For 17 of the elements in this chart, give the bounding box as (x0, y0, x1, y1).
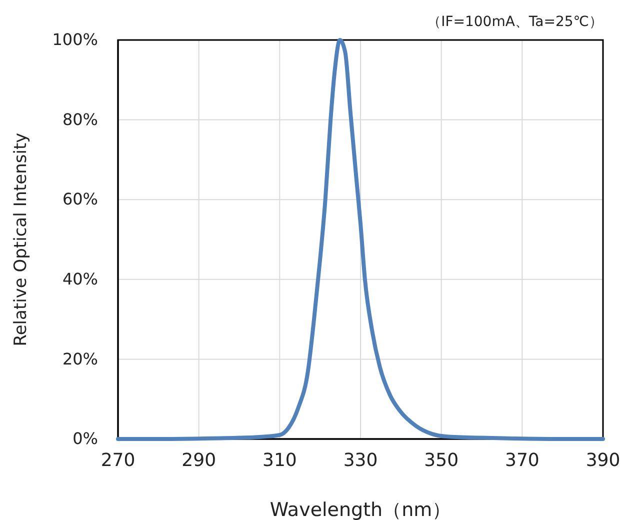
y-tick-label: 80% (62, 110, 98, 129)
x-tick-label: 390 (586, 450, 620, 471)
x-tick-label: 330 (343, 450, 378, 471)
line-series (116, 38, 605, 441)
x-tick-label: 370 (504, 450, 540, 471)
text: （IF=100mA、Ta=25℃） (427, 14, 603, 30)
x-tick-label: 290 (182, 450, 216, 471)
x-tick-label: 350 (424, 450, 459, 471)
x-axis-title: Wavelength（nm） (270, 499, 452, 520)
y-tick-label: 60% (62, 190, 98, 209)
y-tick-label: 40% (62, 270, 98, 289)
x-tick-label: 270 (100, 450, 136, 471)
y-tick-label: 100% (52, 30, 98, 50)
x-tick-label: 310 (262, 450, 297, 471)
y-tick-label: 0% (72, 429, 98, 448)
y-axis-title: Relative Optical Intensity (11, 132, 31, 346)
y-tick-label: 20% (62, 349, 98, 368)
